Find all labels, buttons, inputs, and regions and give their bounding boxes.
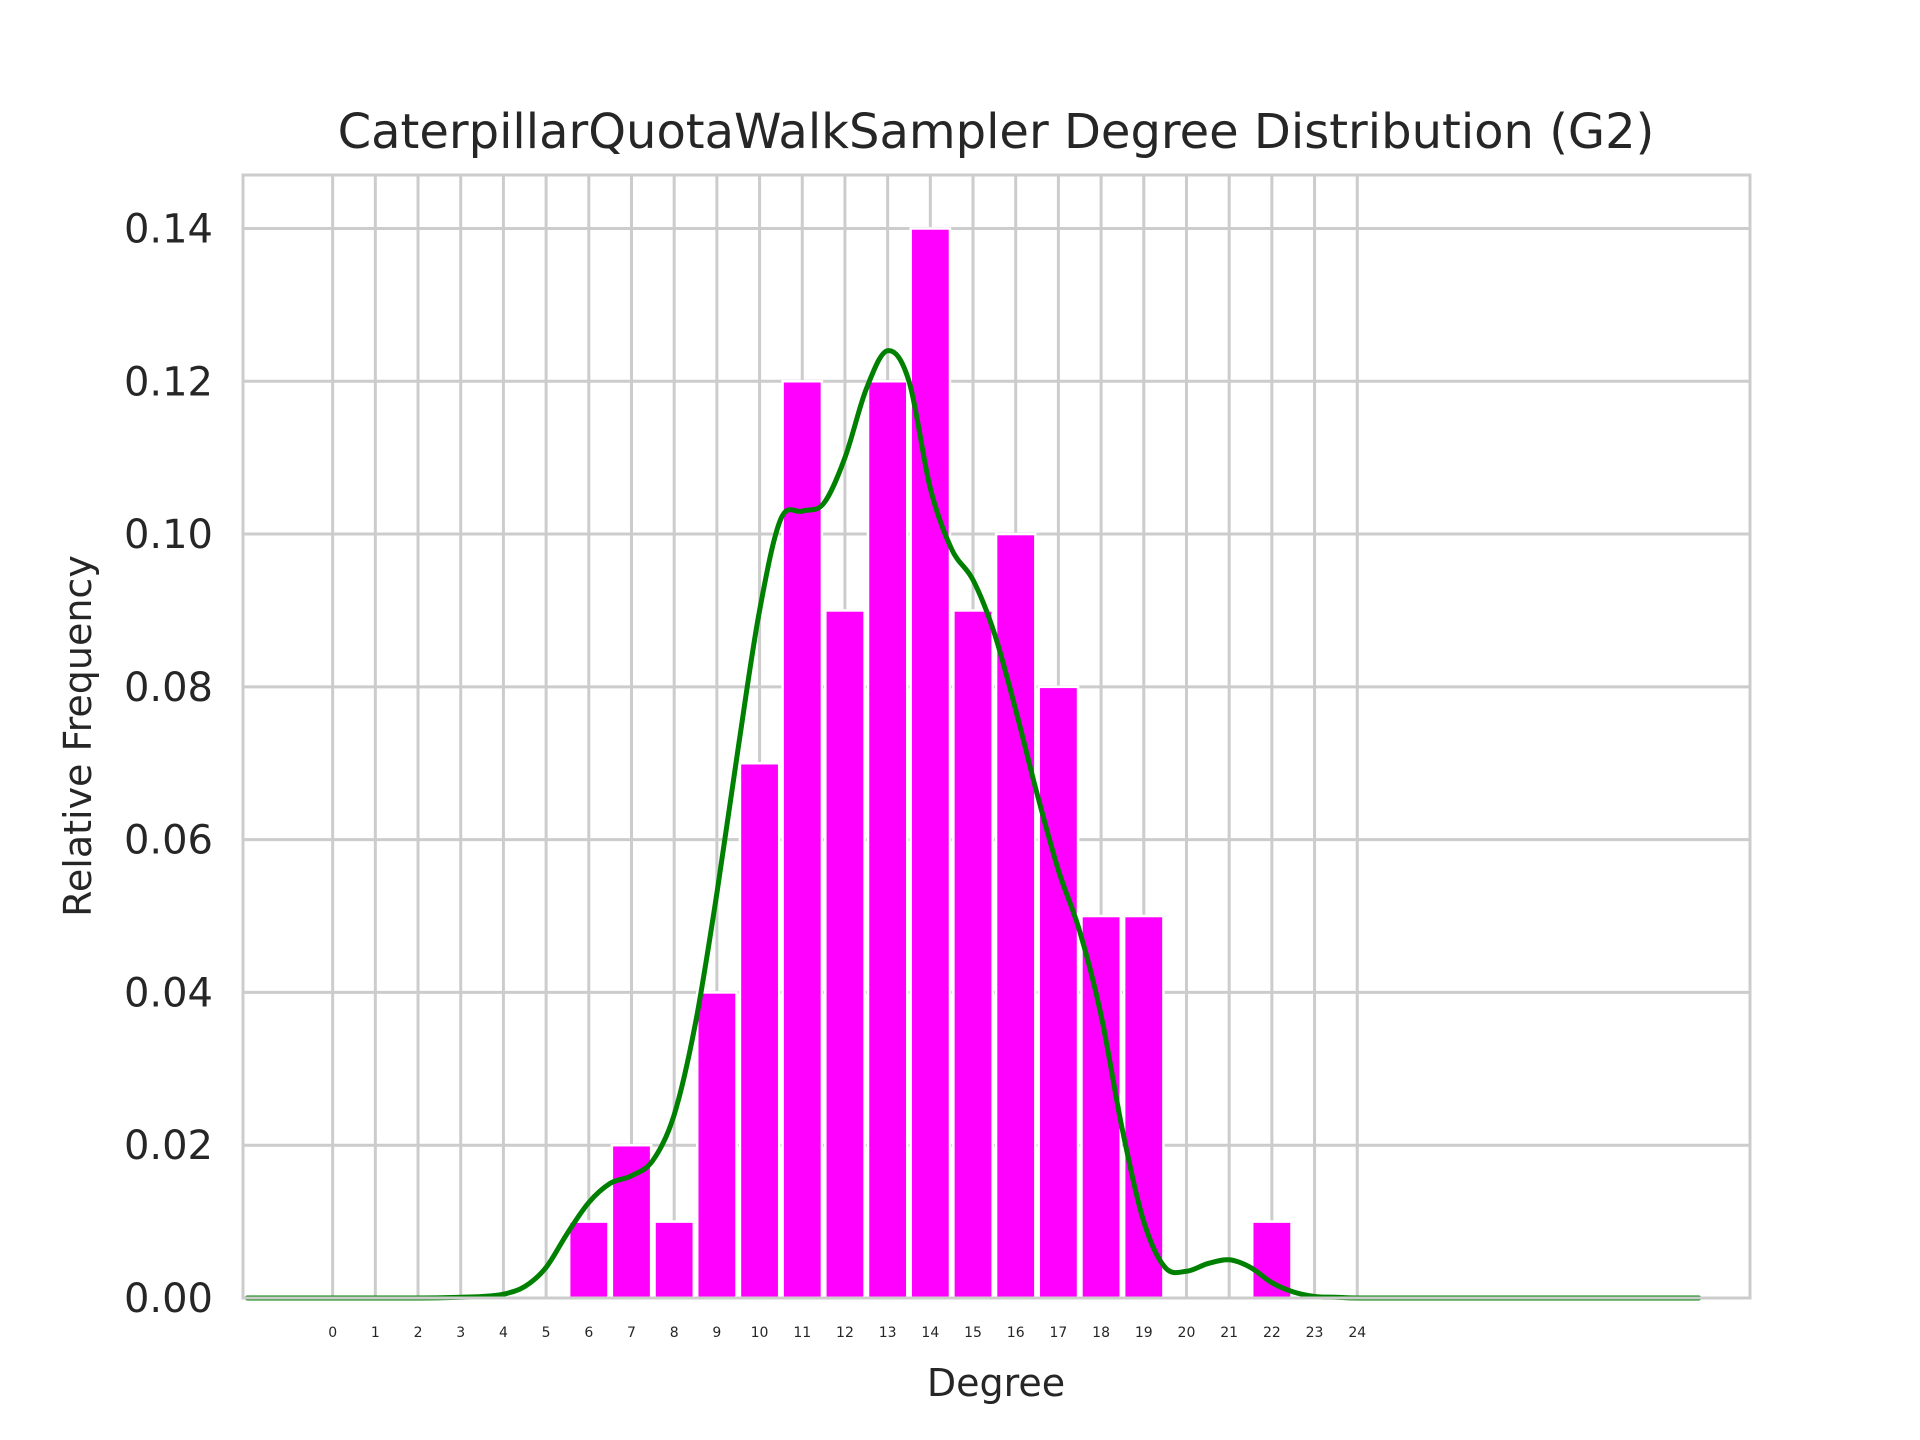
- x-tick-label: 8: [670, 1325, 679, 1341]
- plot-frame: [241, 173, 1752, 1300]
- histogram-bar: [567, 1220, 610, 1300]
- x-tick-label: 22: [1263, 1325, 1281, 1341]
- histogram-bar: [909, 227, 952, 1300]
- histogram-bar: [824, 609, 866, 1300]
- x-tick-label: 17: [1049, 1325, 1067, 1341]
- x-tick-label: 0: [328, 1325, 337, 1341]
- x-tick-label: 19: [1135, 1325, 1153, 1341]
- x-tick-label: 24: [1348, 1325, 1366, 1341]
- histogram-bar: [695, 991, 738, 1300]
- chart-title: CaterpillarQuotaWalkSampler Degree Distr…: [338, 104, 1655, 160]
- y-tick-label: 0.14: [124, 206, 213, 252]
- x-tick-label: 14: [921, 1325, 939, 1341]
- x-tick-labels: 0 1 2 3 4 5 6 7 8 9 10 11 12 13 14 15 16 17 18 19 20 21 22 23 24: [328, 1325, 1366, 1341]
- histogram-bars: [567, 227, 1293, 1300]
- x-tick-label: 5: [542, 1325, 551, 1341]
- histogram-bar: [781, 380, 824, 1300]
- x-tick-label: 21: [1220, 1325, 1238, 1341]
- x-tick-label: 9: [712, 1325, 721, 1341]
- y-tick-label: 0.02: [124, 1123, 213, 1169]
- histogram-bar: [952, 609, 994, 1300]
- x-tick-label: 15: [964, 1325, 982, 1341]
- y-tick-label: 0.04: [124, 970, 213, 1016]
- y-tick-label: 0.00: [124, 1276, 213, 1322]
- histogram-bar: [1037, 685, 1080, 1300]
- x-tick-label: 20: [1178, 1325, 1196, 1341]
- histogram-bar: [866, 380, 909, 1300]
- x-tick-label: 7: [627, 1325, 636, 1341]
- x-tick-label: 4: [499, 1325, 508, 1341]
- y-axis-label: Relative Frequency: [56, 555, 100, 917]
- histogram-bar: [994, 532, 1037, 1300]
- x-tick-label: 18: [1092, 1325, 1110, 1341]
- x-tick-label: 6: [584, 1325, 593, 1341]
- y-tick-label: 0.08: [124, 665, 213, 711]
- y-tick-label: 0.06: [124, 818, 213, 864]
- y-tick-labels: 0.00 0.02 0.04 0.06 0.08 0.10 0.12 0.14: [124, 206, 213, 1322]
- histogram-bar: [1122, 914, 1165, 1300]
- x-tick-label: 2: [414, 1325, 423, 1341]
- x-tick-label: 13: [879, 1325, 897, 1341]
- x-tick-label: 3: [456, 1325, 465, 1341]
- histogram-bar: [1080, 914, 1122, 1300]
- x-tick-label: 16: [1007, 1325, 1025, 1341]
- kde-density-line: [244, 348, 1702, 1301]
- x-tick-label: 10: [751, 1325, 769, 1341]
- y-tick-label: 0.10: [124, 512, 213, 558]
- x-tick-label: 11: [793, 1325, 811, 1341]
- y-tick-label: 0.12: [124, 359, 213, 405]
- kde-curve-layer: [244, 348, 1702, 1301]
- x-tick-label: 1: [371, 1325, 380, 1341]
- x-tick-label: 12: [836, 1325, 854, 1341]
- x-tick-label: 23: [1306, 1325, 1324, 1341]
- x-axis-label: Degree: [927, 1361, 1065, 1405]
- histogram-bar: [738, 761, 781, 1300]
- histogram-bar: [653, 1220, 696, 1300]
